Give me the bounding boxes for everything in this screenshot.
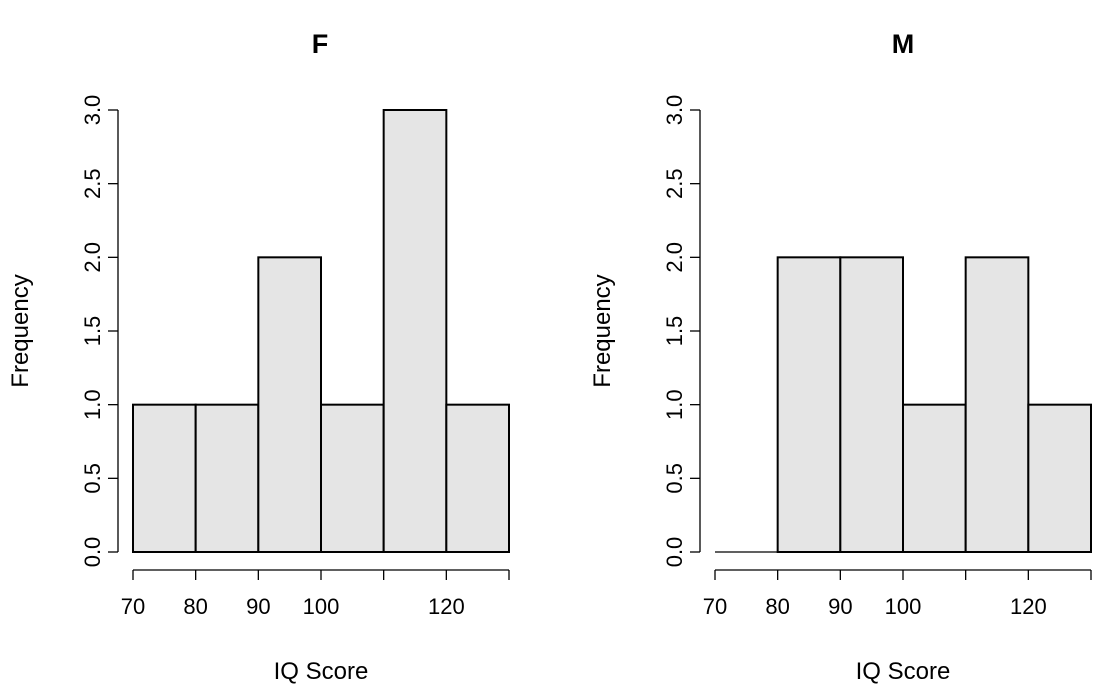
x-tick-label: 80 (765, 594, 789, 619)
y-tick-label: 3.0 (662, 95, 687, 126)
x-tick-label: 90 (246, 594, 270, 619)
y-tick-label: 2.0 (80, 242, 105, 273)
histogram-bar (839, 256, 904, 553)
histogram-bar (776, 256, 842, 553)
histogram-bar (194, 403, 260, 553)
histogram-bar (1027, 403, 1093, 553)
y-tick-label: 0.5 (662, 463, 687, 494)
y-tick-label: 1.5 (80, 316, 105, 347)
y-tick-label: 1.0 (80, 389, 105, 420)
chart-title: M (892, 29, 915, 59)
x-tick-label: 80 (183, 594, 207, 619)
y-tick-label: 3.0 (80, 95, 105, 126)
histogram-bar (132, 403, 197, 553)
y-tick-label: 0.5 (80, 463, 105, 494)
chart-title: F (312, 29, 329, 59)
histogram-bar (902, 403, 967, 553)
x-tick-label: 120 (1010, 594, 1047, 619)
y-tick-label: 0.0 (80, 537, 105, 568)
x-tick-label: 90 (828, 594, 852, 619)
y-tick-label: 0.0 (662, 537, 687, 568)
x-tick-label: 100 (303, 594, 340, 619)
x-tick-label: 120 (428, 594, 465, 619)
x-tick-label: 100 (885, 594, 922, 619)
x-axis-label: IQ Score (856, 658, 951, 685)
x-axis-label: IQ Score (274, 658, 369, 685)
y-axis-label: Frequency (7, 274, 34, 387)
y-tick-label: 1.0 (662, 389, 687, 420)
histogram-bar (964, 256, 1030, 553)
histogram-bar (382, 109, 448, 553)
y-axis-label: Frequency (589, 274, 616, 387)
x-tick-label: 70 (703, 594, 727, 619)
x-tick-label: 70 (121, 594, 145, 619)
y-tick-label: 2.5 (80, 168, 105, 199)
y-tick-label: 1.5 (662, 316, 687, 347)
y-tick-label: 2.0 (662, 242, 687, 273)
histogram-bar (320, 403, 385, 553)
histogram-bar (257, 256, 323, 553)
y-tick-label: 2.5 (662, 168, 687, 199)
histogram-bar (445, 403, 511, 553)
